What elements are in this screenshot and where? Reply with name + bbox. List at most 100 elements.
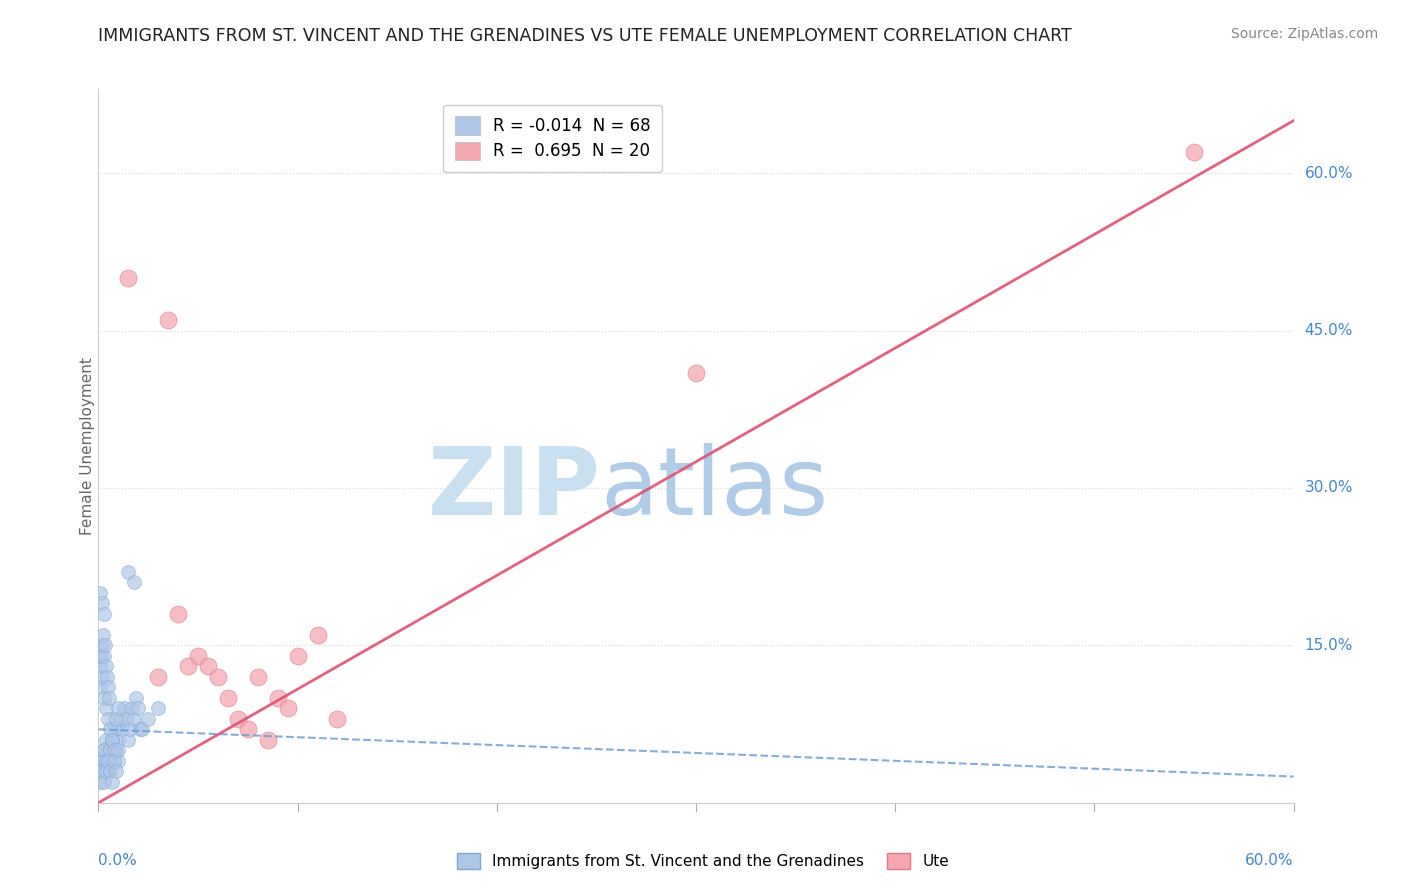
Point xyxy=(96,701,118,715)
Point xyxy=(98,754,122,768)
Point xyxy=(101,732,124,747)
Point xyxy=(96,764,118,779)
Point xyxy=(326,712,349,726)
Point xyxy=(125,690,148,705)
Point xyxy=(120,723,142,737)
Point xyxy=(127,701,149,715)
Point xyxy=(226,712,249,726)
Text: 60.0%: 60.0% xyxy=(1305,166,1353,181)
Point xyxy=(103,743,125,757)
Point xyxy=(97,681,120,695)
Point xyxy=(91,754,114,768)
Point xyxy=(101,732,124,747)
Text: 0.0%: 0.0% xyxy=(98,853,138,868)
Point xyxy=(93,648,115,663)
Point xyxy=(97,743,120,757)
Point xyxy=(1182,145,1205,160)
Point xyxy=(89,586,111,600)
Point xyxy=(98,743,122,757)
Point xyxy=(97,764,120,779)
Point xyxy=(96,659,118,673)
Point xyxy=(91,639,114,653)
Point xyxy=(98,690,121,705)
Point xyxy=(207,670,229,684)
Point xyxy=(307,628,329,642)
Point xyxy=(177,659,200,673)
Point xyxy=(107,732,129,747)
Point xyxy=(105,723,128,737)
Point xyxy=(97,754,120,768)
Point xyxy=(197,659,219,673)
Point xyxy=(91,596,114,610)
Text: ZIP: ZIP xyxy=(427,442,600,535)
Point xyxy=(121,701,143,715)
Point xyxy=(112,701,135,715)
Point xyxy=(148,670,170,684)
Point xyxy=(93,774,115,789)
Point xyxy=(89,764,111,779)
Point xyxy=(124,712,146,726)
Point xyxy=(105,764,128,779)
Legend: Immigrants from St. Vincent and the Grenadines, Ute: Immigrants from St. Vincent and the Gren… xyxy=(451,847,955,875)
Point xyxy=(107,701,129,715)
Point xyxy=(136,712,159,726)
Point xyxy=(93,743,115,757)
Point xyxy=(101,732,124,747)
Point xyxy=(91,670,114,684)
Text: 45.0%: 45.0% xyxy=(1305,323,1353,338)
Point xyxy=(89,774,111,789)
Point xyxy=(115,712,138,726)
Point xyxy=(131,723,153,737)
Point xyxy=(117,732,139,747)
Point xyxy=(89,659,111,673)
Text: Source: ZipAtlas.com: Source: ZipAtlas.com xyxy=(1230,27,1378,41)
Text: 15.0%: 15.0% xyxy=(1305,638,1353,653)
Point xyxy=(89,681,111,695)
Legend: R = -0.014  N = 68, R =  0.695  N = 20: R = -0.014 N = 68, R = 0.695 N = 20 xyxy=(443,104,662,172)
Point xyxy=(101,774,124,789)
Point xyxy=(129,723,152,737)
Point xyxy=(93,743,115,757)
Point xyxy=(167,607,190,621)
Point xyxy=(93,628,115,642)
Point xyxy=(148,701,170,715)
Text: IMMIGRANTS FROM ST. VINCENT AND THE GRENADINES VS UTE FEMALE UNEMPLOYMENT CORREL: IMMIGRANTS FROM ST. VINCENT AND THE GREN… xyxy=(98,27,1073,45)
Point xyxy=(187,648,209,663)
Point xyxy=(105,712,128,726)
Text: 60.0%: 60.0% xyxy=(1246,853,1294,868)
Point xyxy=(91,764,114,779)
Point xyxy=(96,670,118,684)
Point xyxy=(117,565,139,579)
Point xyxy=(96,732,118,747)
Point xyxy=(110,712,132,726)
Point xyxy=(277,701,299,715)
Point xyxy=(105,743,128,757)
Point xyxy=(246,670,269,684)
Point xyxy=(124,575,146,590)
Point xyxy=(94,639,117,653)
Point xyxy=(98,764,122,779)
Point xyxy=(236,723,259,737)
Point xyxy=(157,313,180,327)
Point xyxy=(111,723,134,737)
Point xyxy=(93,607,115,621)
Point xyxy=(97,712,120,726)
Point xyxy=(685,366,707,380)
Point xyxy=(107,743,129,757)
Point xyxy=(103,743,125,757)
Y-axis label: Female Unemployment: Female Unemployment xyxy=(80,357,94,535)
Point xyxy=(267,690,290,705)
Point xyxy=(96,754,118,768)
Point xyxy=(287,648,309,663)
Point xyxy=(98,723,122,737)
Text: atlas: atlas xyxy=(600,442,828,535)
Point xyxy=(103,754,125,768)
Point xyxy=(91,754,114,768)
Point xyxy=(90,648,112,663)
Text: 30.0%: 30.0% xyxy=(1305,481,1353,495)
Point xyxy=(256,732,278,747)
Point xyxy=(117,271,139,285)
Point xyxy=(107,754,129,768)
Point xyxy=(217,690,239,705)
Point xyxy=(103,723,125,737)
